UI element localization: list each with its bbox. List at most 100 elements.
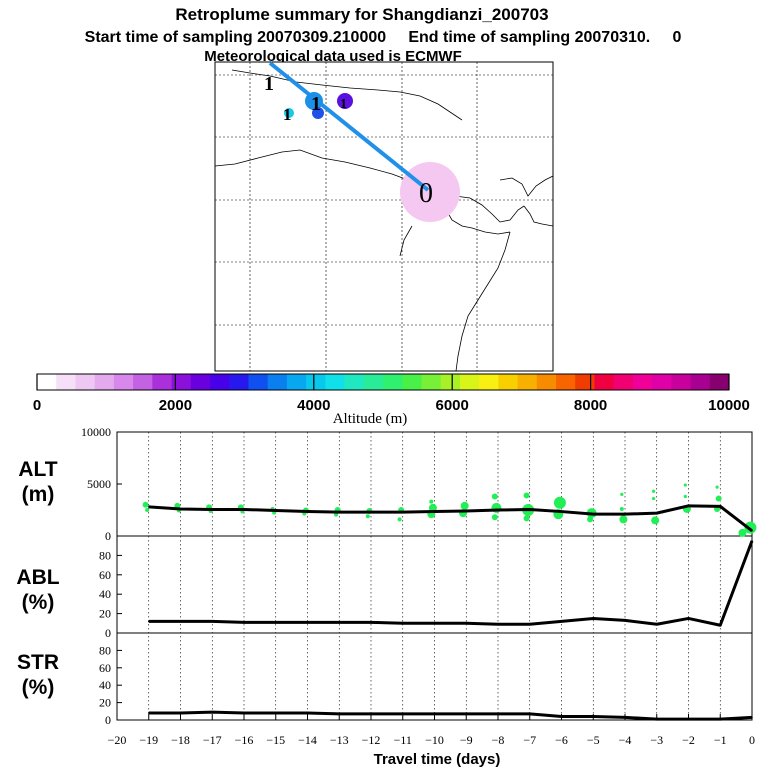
colorbar-cell: [536, 374, 557, 390]
series-point: [497, 509, 499, 511]
trajectory-label-1b: 1: [283, 105, 292, 124]
colorbar-cell: [575, 374, 595, 390]
sampling-time-line: Start time of sampling 20070309.210000 E…: [85, 29, 682, 46]
colorbar-cell: [383, 374, 403, 390]
x-tick-label: −2: [682, 733, 695, 747]
series-point: [560, 620, 563, 623]
series-point: [655, 623, 658, 626]
series-point: [147, 506, 150, 508]
x-tick-label: −13: [330, 733, 349, 747]
panel-label-str: STR (%): [17, 651, 59, 699]
met-data-line: Meteorological data used is ECMWF: [204, 48, 462, 65]
colorbar-cell: [402, 374, 422, 390]
colorbar-cell: [421, 374, 442, 390]
series-point: [147, 620, 150, 623]
series-point: [560, 510, 563, 513]
colorbar-cell: [556, 374, 576, 390]
y-tick-label: 40: [99, 587, 111, 601]
colorbar-cell: [517, 374, 538, 390]
trajectory-marker-blue-large: [305, 92, 323, 110]
trajectory-label-1d: 1: [340, 97, 347, 112]
series-point: [306, 621, 309, 624]
abl-label-line1: ABL: [16, 566, 59, 589]
x-tick-label: −3: [650, 733, 663, 747]
colorbar-cell: [709, 374, 730, 390]
altitude-dot: [744, 521, 757, 534]
altitude-dot: [619, 515, 628, 524]
colorbar-cell: [133, 374, 153, 390]
series-point: [306, 712, 309, 714]
series-point: [274, 621, 277, 624]
colorbar-cell: [210, 374, 230, 390]
x-tick-label: −20: [108, 733, 127, 747]
altitude-dot: [491, 514, 498, 521]
colorbar-axis-label: Altitude (m): [333, 411, 408, 427]
series-point: [211, 620, 214, 623]
colorbar-cells: [37, 374, 730, 390]
y-tick-label: 80: [99, 643, 111, 657]
y-tick-label: 0: [105, 626, 111, 640]
alt-label-line2: (m): [22, 483, 55, 506]
colorbar-cell: [363, 374, 384, 390]
series-point: [179, 508, 182, 510]
series-point: [655, 512, 658, 514]
colorbar-cell: [671, 374, 691, 390]
y-tick-label: 60: [99, 568, 111, 582]
series-point: [243, 621, 245, 624]
series-line: [148, 540, 754, 627]
altitude-dot: [619, 506, 624, 511]
colorbar-cell: [37, 374, 57, 390]
colorbar-tick-label: 10000: [708, 397, 750, 414]
colorbar-cell: [613, 374, 634, 390]
series-point: [401, 511, 404, 513]
altitude-dot: [651, 489, 656, 493]
x-tick-label: −11: [394, 733, 412, 747]
colorbar-cell: [479, 374, 499, 390]
alt-panel: 0 5000 10000: [81, 425, 757, 543]
series-point: [624, 513, 626, 515]
trajectory-map: 1 1 1 1 0: [214, 61, 554, 372]
colorbar-cell: [459, 374, 480, 390]
series-point: [719, 624, 722, 627]
colorbar-cell: [267, 374, 288, 390]
abl-panel: 0 20 40 60 80: [99, 540, 754, 640]
y-tick-label: 40: [99, 678, 111, 692]
series-point: [687, 505, 690, 507]
colorbar-cell: [248, 374, 269, 390]
y-tick-label: 5000: [87, 477, 111, 491]
panel-label-alt: ALT (m): [18, 458, 57, 506]
altitude-dot: [397, 517, 402, 522]
x-tick-label: −19: [139, 733, 158, 747]
map-gridlines: [215, 62, 553, 371]
y-tick-label: 80: [99, 548, 111, 562]
series-point: [179, 712, 182, 714]
series-point: [211, 508, 214, 511]
series-line: [148, 504, 753, 532]
series-point: [274, 509, 277, 512]
series-point: [306, 510, 309, 513]
series-point: [401, 622, 404, 625]
y-tick-label: 0: [105, 529, 111, 543]
altitude-dot: [715, 495, 722, 502]
series-point: [592, 513, 595, 515]
trajectory-marker-cyan: [284, 108, 294, 118]
x-axis-label: Travel time (days): [374, 751, 501, 768]
colorbar-cell: [94, 374, 115, 390]
altitude-dot: [428, 503, 437, 512]
x-tick-label: 0: [749, 733, 755, 747]
y-tick-label: 20: [99, 696, 111, 710]
str-label-line1: STR: [17, 651, 59, 674]
altitude-dot: [460, 501, 469, 510]
release-label-0: 0: [419, 178, 433, 209]
colorbar-tick-label: 0: [33, 397, 41, 414]
colorbar-cell: [229, 374, 249, 390]
series-point: [433, 510, 436, 513]
altitude-dot: [523, 515, 530, 522]
colorbar-cell: [594, 374, 615, 390]
altitude-dot: [523, 492, 530, 499]
altitude-colorbar: 0 2000 4000 6000 8000 10000 Altitude (m): [33, 373, 750, 427]
colorbar-cell: [152, 374, 172, 390]
altitude-dot: [738, 528, 747, 537]
